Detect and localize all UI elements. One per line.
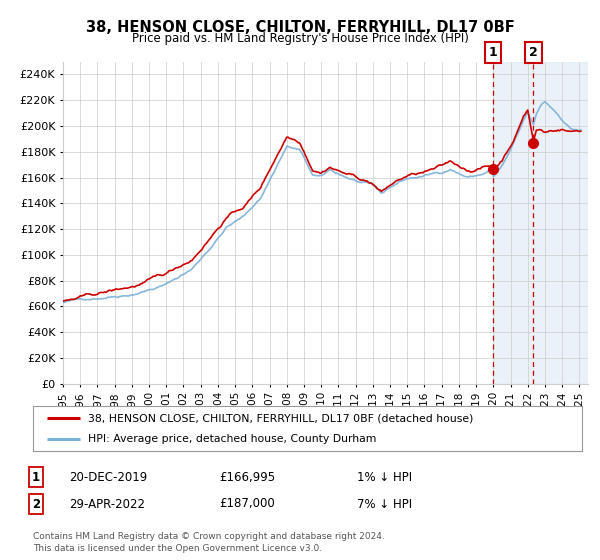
Text: Price paid vs. HM Land Registry's House Price Index (HPI): Price paid vs. HM Land Registry's House … [131, 32, 469, 45]
Bar [578, 62, 588, 384]
Text: 38, HENSON CLOSE, CHILTON, FERRYHILL, DL17 0BF (detached house): 38, HENSON CLOSE, CHILTON, FERRYHILL, DL… [88, 413, 473, 423]
Text: 1% ↓ HPI: 1% ↓ HPI [357, 470, 412, 484]
Text: 7% ↓ HPI: 7% ↓ HPI [357, 497, 412, 511]
Text: £166,995: £166,995 [219, 470, 275, 484]
Text: 1: 1 [488, 46, 497, 59]
Text: 38, HENSON CLOSE, CHILTON, FERRYHILL, DL17 0BF: 38, HENSON CLOSE, CHILTON, FERRYHILL, DL… [86, 20, 514, 35]
Text: 29-APR-2022: 29-APR-2022 [69, 497, 145, 511]
Text: 20-DEC-2019: 20-DEC-2019 [69, 470, 147, 484]
Bar [493, 62, 588, 384]
Text: £187,000: £187,000 [219, 497, 275, 511]
Text: 2: 2 [32, 497, 40, 511]
Text: Contains HM Land Registry data © Crown copyright and database right 2024.
This d: Contains HM Land Registry data © Crown c… [33, 532, 385, 553]
Text: HPI: Average price, detached house, County Durham: HPI: Average price, detached house, Coun… [88, 433, 376, 444]
Text: 2: 2 [529, 46, 538, 59]
Text: 1: 1 [32, 470, 40, 484]
